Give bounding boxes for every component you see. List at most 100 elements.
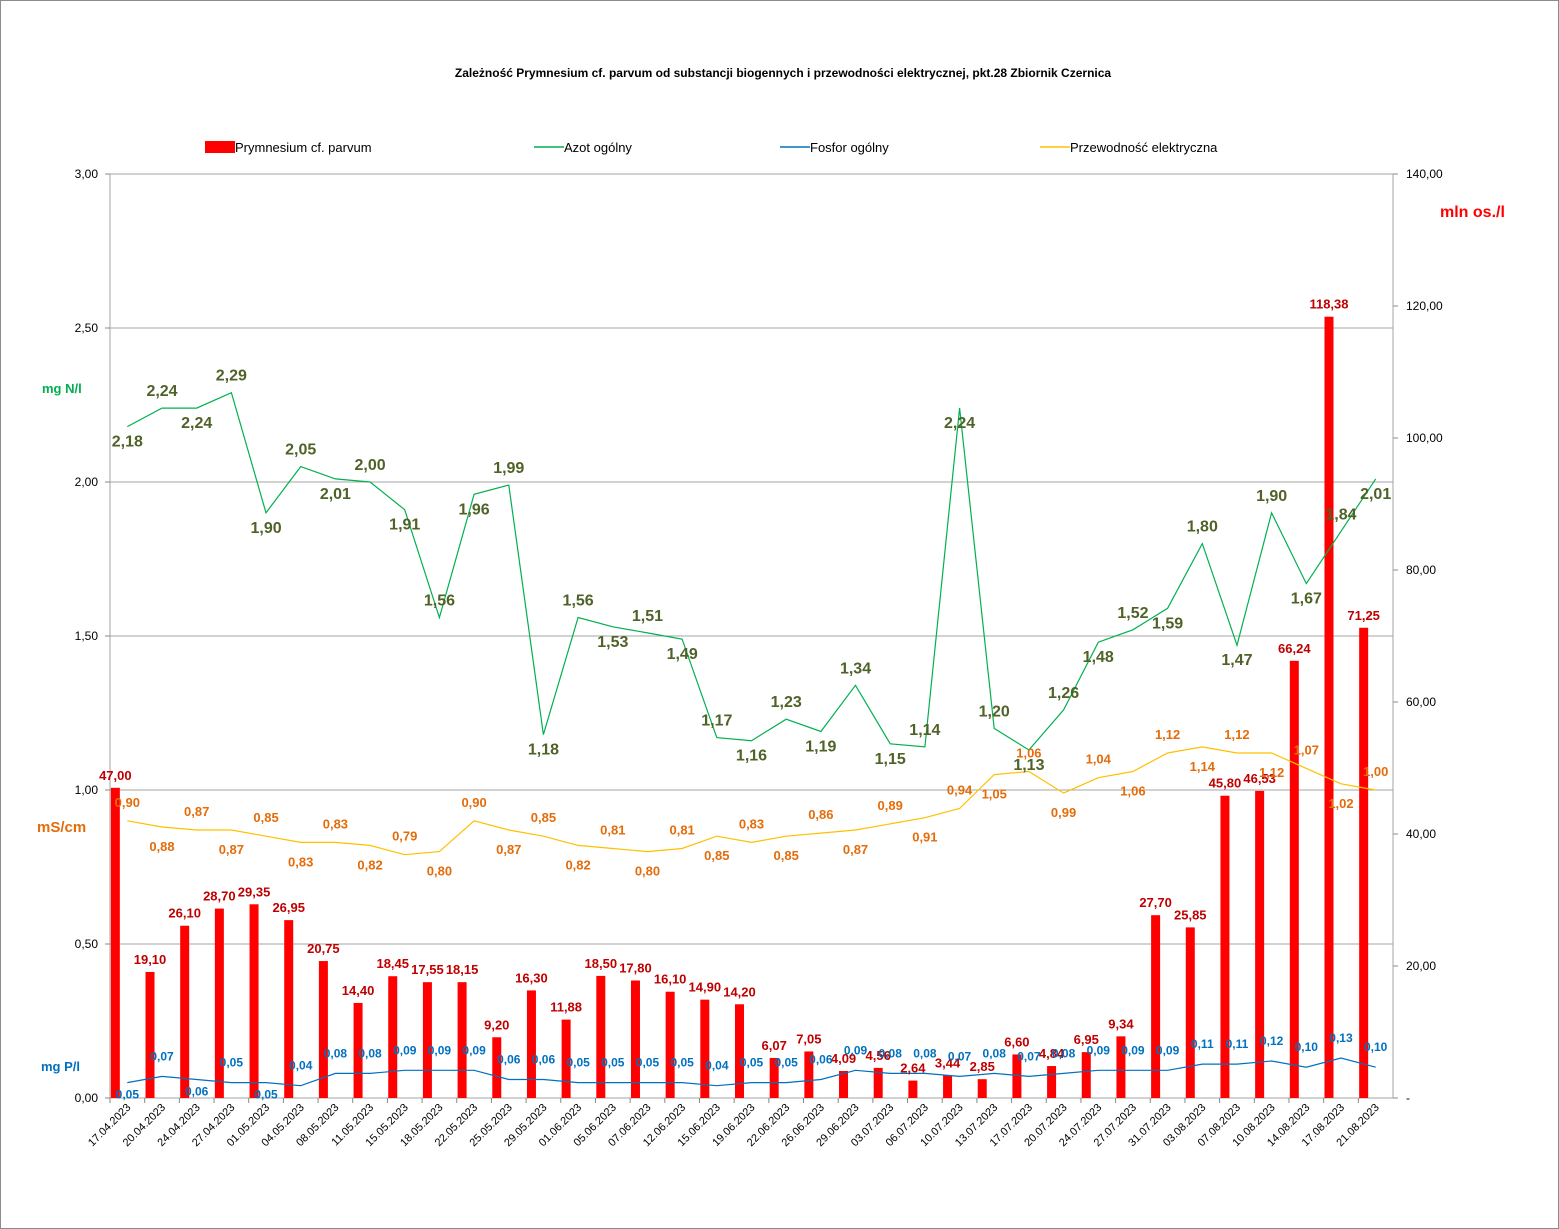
bar [145,971,155,1098]
left-axis-tick-label: 2,00 [75,475,99,489]
phosphorus-value-label: 0,09 [1156,1043,1180,1057]
bar-value-label: 45,80 [1209,776,1242,791]
bar-value-label: 4,09 [831,1051,856,1066]
bar [214,908,224,1098]
phosphorus-value-label: 0,08 [358,1046,382,1060]
series-line [127,1057,1376,1087]
nitrogen-value-label: 1,67 [1291,591,1322,608]
bar [492,1037,502,1098]
bar [839,1071,849,1098]
conductivity-value-label: 0,90 [461,795,486,810]
bar-value-label: 17,55 [411,962,444,977]
nitrogen-value-label: 1,14 [909,722,940,739]
bar-value-label: 25,85 [1174,907,1207,922]
bar-value-label: 28,70 [203,889,236,904]
conductivity-value-label: 0,91 [912,830,937,845]
nitrogen-value-label: 1,26 [1048,685,1079,702]
conductivity-value-label: 0,87 [184,804,209,819]
bar-value-label: 11,88 [550,1000,582,1015]
conductivity-value-label: 0,89 [878,798,903,813]
bar [1359,627,1369,1098]
conductivity-value-label: 1,05 [982,787,1007,802]
series-line [127,391,1377,751]
right-axis-tick-label: 100,00 [1406,431,1443,445]
right-axis-tick-label: 60,00 [1406,695,1436,709]
bar [769,1057,779,1098]
phosphorus-value-label: 0,08 [1052,1046,1076,1060]
bar [804,1051,814,1098]
line-series [127,391,1377,1087]
conductivity-value-label: 0,85 [531,810,556,825]
left-axis-tick-label: 0,00 [75,1091,99,1105]
conductivity-value-label: 0,81 [669,823,694,838]
phosphorus-value-label: 0,05 [601,1056,625,1070]
bar-value-label: 6,95 [1074,1032,1099,1047]
unit-label-density: mln os./l [1440,204,1505,221]
nitrogen-value-label: 2,24 [944,415,975,432]
conductivity-value-label: 0,86 [808,807,833,822]
bar-value-label: 9,20 [484,1017,509,1032]
right-axis-tick-label: 80,00 [1406,563,1436,577]
right-axis-tick-label: 40,00 [1406,827,1436,841]
bar [1220,795,1230,1098]
phosphorus-value-label: 0,05 [220,1056,244,1070]
bar [180,925,190,1098]
conductivity-value-label: 0,88 [149,839,174,854]
bar [1324,316,1334,1098]
bar-value-label: 2,64 [900,1061,926,1076]
bar-value-label: 18,15 [446,962,479,977]
bar [1047,1066,1057,1098]
left-axis-tick-label: 3,00 [75,167,99,181]
phosphorus-value-label: 0,08 [983,1046,1007,1060]
nitrogen-value-label: 1,51 [632,608,663,625]
chart-title: Zależność Prymnesium cf. parvum od subst… [455,66,1112,80]
conductivity-value-label: 0,82 [357,857,382,872]
phosphorus-value-label: 0,04 [705,1059,729,1073]
nitrogen-value-label: 1,91 [389,517,420,534]
bar [353,1002,363,1098]
gridlines [109,173,1394,1099]
bar-value-label: 9,34 [1108,1016,1134,1031]
series-line [127,746,1376,856]
phosphorus-value-label: 0,06 [497,1053,521,1067]
phosphorus-value-label: 0,05 [636,1056,660,1070]
bar-value-label: 4,84 [1039,1046,1065,1061]
bar [1255,790,1265,1098]
phosphorus-value-label: 0,09 [462,1043,486,1057]
bar-value-label: 19,10 [134,952,167,967]
nitrogen-value-label: 1,34 [840,660,871,677]
right-axis-tick-label: - [1406,1091,1410,1105]
nitrogen-value-label: 1,84 [1325,506,1356,523]
conductivity-value-label: 0,90 [115,795,140,810]
conductivity-value-label: 0,82 [565,857,590,872]
bar [943,1075,953,1098]
bar [1289,660,1299,1098]
phosphorus-value-label: 0,06 [532,1053,556,1067]
bar [318,961,328,1098]
phosphorus-value-label: 0,09 [393,1043,417,1057]
phosphorus-value-label: 0,04 [289,1059,313,1073]
nitrogen-value-label: 2,01 [320,486,351,503]
phosphorus-value-label: 0,12 [1260,1034,1284,1048]
bar-value-label: 71,25 [1347,608,1380,623]
nitrogen-value-label: 1,56 [424,593,455,610]
bar-series [110,316,1369,1098]
conductivity-value-label: 1,12 [1224,727,1249,742]
nitrogen-value-label: 2,29 [216,368,247,385]
phosphorus-value-label: 0,05 [774,1056,798,1070]
conductivity-value-label: 1,07 [1294,742,1319,757]
bar-value-label: 17,80 [619,961,652,976]
conductivity-value-label: 1,04 [1086,752,1112,767]
conductivity-value-label: 0,85 [704,848,729,863]
bar-value-label: 18,45 [376,956,409,971]
bar-value-label: 6,07 [762,1038,787,1053]
right-axis-tick-label: 120,00 [1406,299,1443,313]
phosphorus-value-label: 0,09 [428,1043,452,1057]
bar [700,999,710,1098]
nitrogen-value-label: 1,18 [528,742,559,759]
conductivity-value-label: 1,06 [1016,746,1041,761]
phosphorus-value-label: 0,05 [116,1088,140,1102]
right-axis-tick-label: 20,00 [1406,959,1436,973]
